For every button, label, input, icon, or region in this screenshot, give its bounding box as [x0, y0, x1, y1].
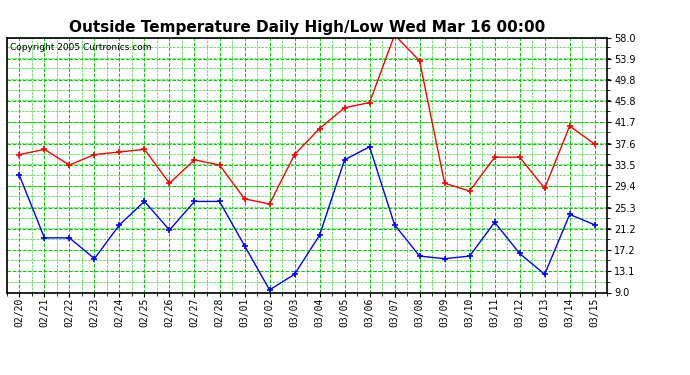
Text: Copyright 2005 Curtronics.com: Copyright 2005 Curtronics.com: [10, 43, 151, 52]
Title: Outside Temperature Daily High/Low Wed Mar 16 00:00: Outside Temperature Daily High/Low Wed M…: [69, 20, 545, 35]
